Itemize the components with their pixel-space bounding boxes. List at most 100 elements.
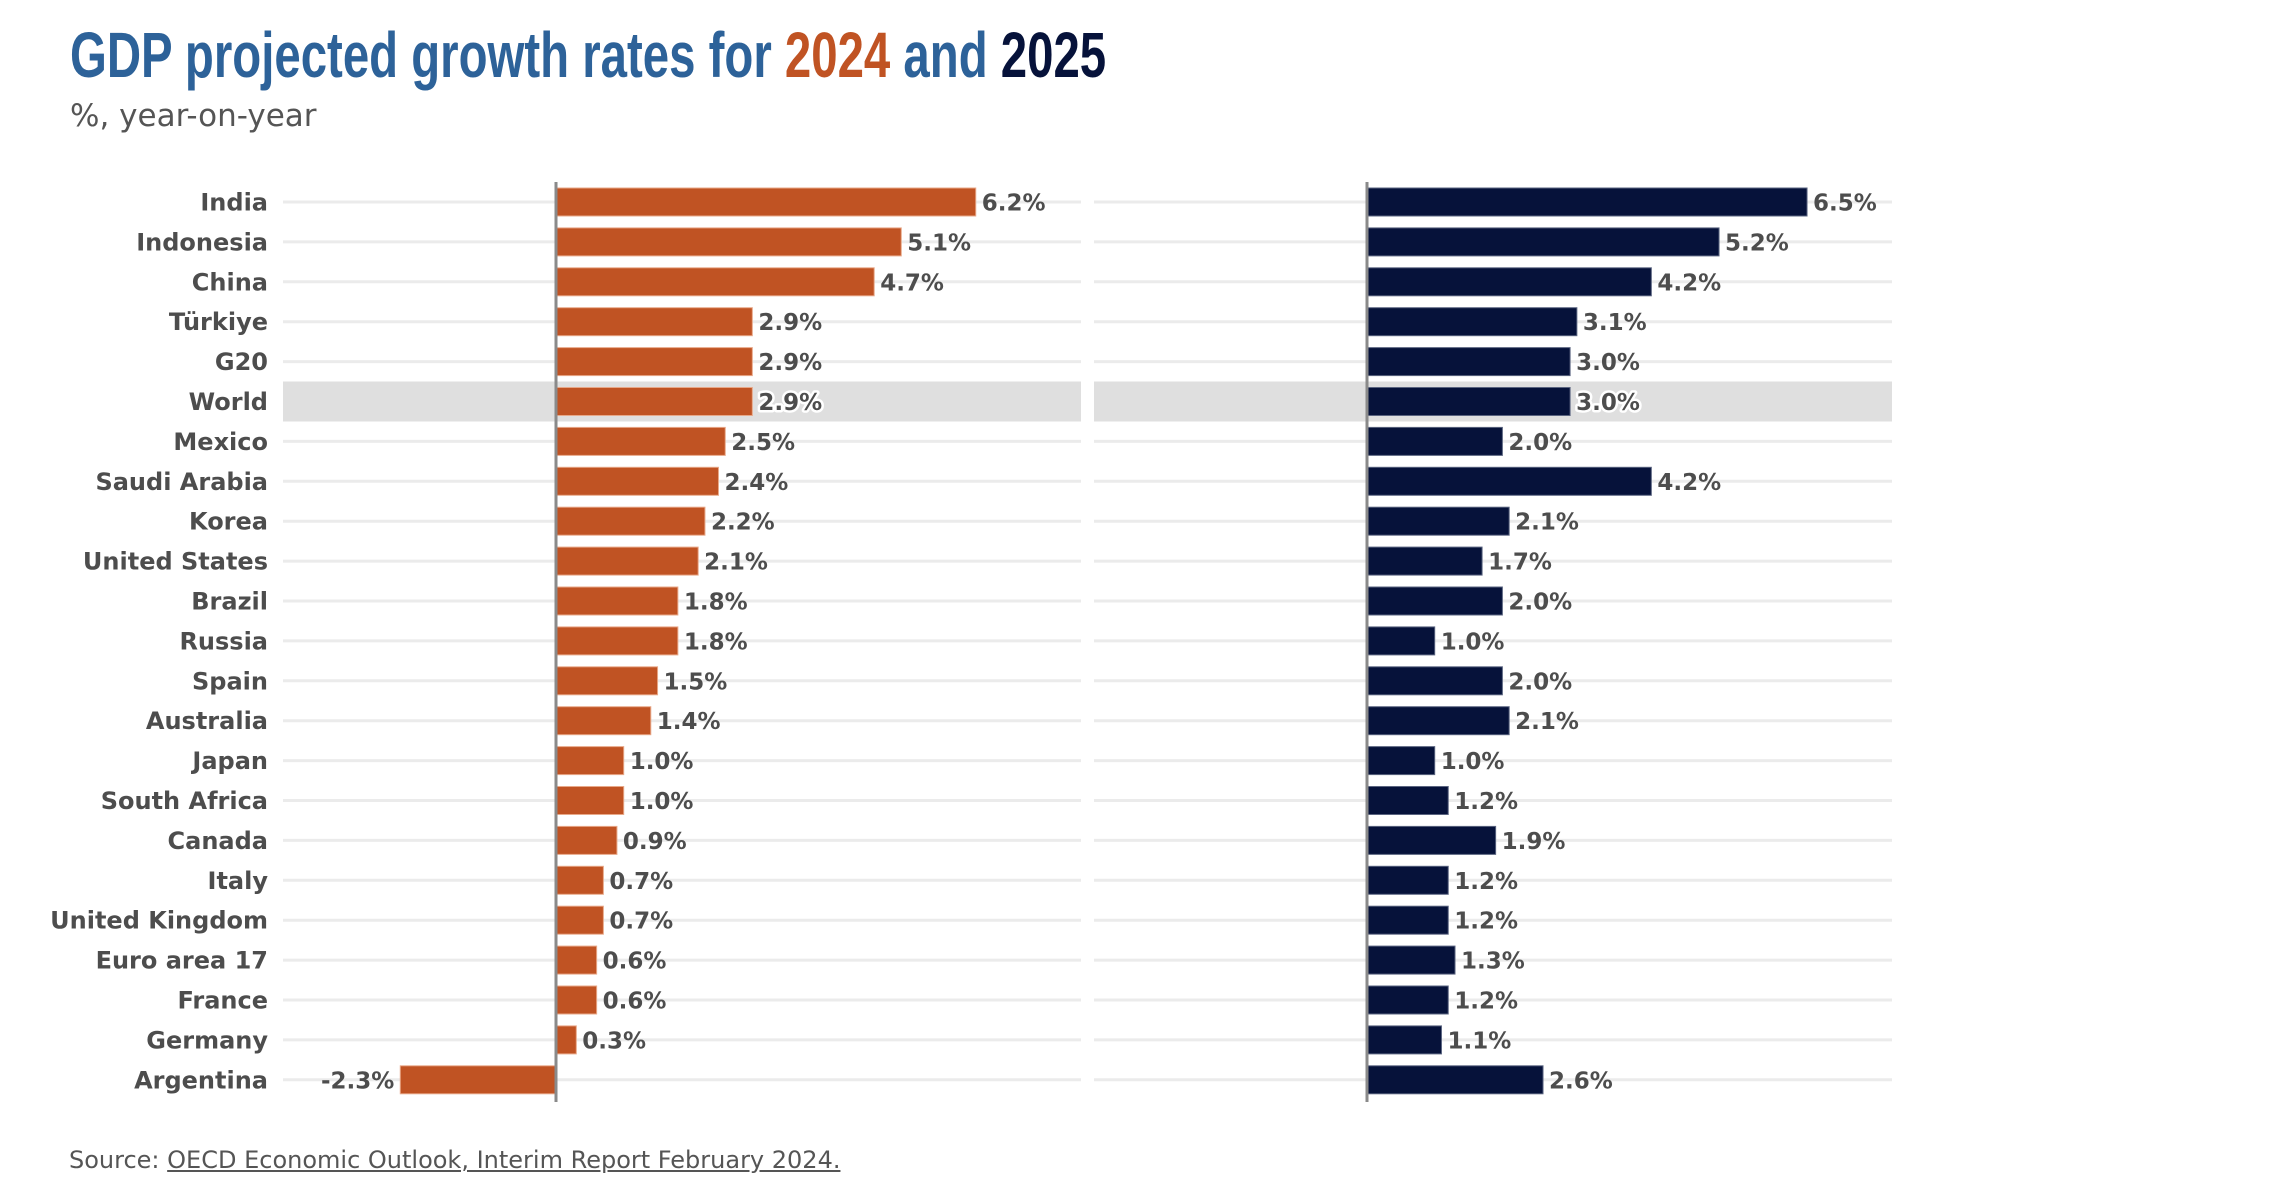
bar-2025-brazil[interactable]	[1366, 586, 1503, 616]
value-label-2024-france: 0.6%	[603, 989, 667, 1015]
value-label-2024-saudi-arabia: 2.4%	[724, 470, 788, 496]
category-label-argentina: Argentina	[134, 1066, 268, 1094]
bar-2024-united-states[interactable]	[555, 546, 699, 576]
value-label-2025-indonesia: 5.2%	[1725, 230, 1789, 256]
value-label-2024-world: 2.9%	[758, 390, 822, 416]
value-label-2024-spain: 1.5%	[664, 669, 728, 695]
category-label-g20: G20	[215, 348, 268, 376]
value-label-2024-indonesia: 5.1%	[907, 230, 971, 256]
value-label-2024-canada: 0.9%	[623, 829, 687, 855]
value-label-2025-mexico: 2.0%	[1508, 430, 1572, 456]
value-label-2025-turkiye: 3.1%	[1583, 310, 1647, 336]
category-label-world: World	[189, 388, 268, 416]
bar-2024-canada[interactable]	[555, 825, 618, 855]
bar-2025-germany[interactable]	[1366, 1025, 1442, 1055]
value-label-2025-brazil: 2.0%	[1508, 590, 1572, 616]
value-label-2024-turkiye: 2.9%	[758, 310, 822, 336]
value-label-2025-japan: 1.0%	[1441, 749, 1505, 775]
category-label-australia: Australia	[146, 707, 268, 735]
category-label-france: France	[178, 987, 268, 1015]
bar-2024-saudi-arabia[interactable]	[555, 466, 719, 496]
value-label-2024-australia: 1.4%	[657, 709, 721, 735]
category-label-china: China	[192, 268, 268, 296]
bar-2024-euro-area-17[interactable]	[555, 945, 598, 975]
category-label-turkiye: Türkiye	[169, 308, 268, 336]
bar-2025-russia[interactable]	[1366, 626, 1436, 656]
source-note: Source: OECD Economic Outlook, Interim R…	[69, 1146, 840, 1174]
bar-2024-g20[interactable]	[555, 347, 753, 377]
bar-2024-korea[interactable]	[555, 506, 706, 536]
value-label-2024-united-kingdom: 0.7%	[609, 909, 673, 935]
bar-2025-south-africa[interactable]	[1366, 786, 1449, 815]
bar-2025-france[interactable]	[1366, 985, 1449, 1015]
value-label-2025-italy: 1.2%	[1454, 869, 1518, 895]
bar-2025-china[interactable]	[1366, 267, 1652, 297]
bar-2025-g20[interactable]	[1366, 347, 1571, 377]
category-label-mexico: Mexico	[173, 428, 268, 456]
value-label-2024-argentina: -2.3%	[321, 1068, 394, 1094]
bar-2025-korea[interactable]	[1366, 506, 1510, 536]
value-label-2025-euro-area-17: 1.3%	[1461, 949, 1525, 975]
bar-2024-italy[interactable]	[555, 865, 604, 895]
bar-2025-australia[interactable]	[1366, 706, 1510, 736]
bar-2025-saudi-arabia[interactable]	[1366, 466, 1652, 496]
bar-2024-france[interactable]	[555, 985, 598, 1015]
bar-2024-turkiye[interactable]	[555, 307, 753, 337]
bar-2025-indonesia[interactable]	[1366, 227, 1720, 257]
bar-2025-canada[interactable]	[1366, 825, 1497, 855]
value-label-2024-brazil: 1.8%	[684, 590, 748, 616]
bar-2024-brazil[interactable]	[555, 586, 679, 616]
title-year-2025: 2025	[1000, 19, 1107, 91]
value-label-2024-italy: 0.7%	[609, 869, 673, 895]
value-label-2025-germany: 1.1%	[1447, 1028, 1511, 1054]
category-label-brazil: Brazil	[191, 588, 268, 616]
value-label-2025-spain: 2.0%	[1508, 669, 1572, 695]
bar-2025-turkiye[interactable]	[1366, 307, 1578, 337]
bar-2025-spain[interactable]	[1366, 666, 1503, 696]
bar-2024-china[interactable]	[555, 267, 875, 297]
value-label-2025-china: 4.2%	[1657, 270, 1721, 296]
value-label-2025-south-africa: 1.2%	[1454, 789, 1518, 815]
bar-2024-germany[interactable]	[555, 1025, 577, 1055]
value-label-2025-world: 3.0%	[1576, 390, 1640, 416]
category-label-indonesia: Indonesia	[136, 228, 268, 256]
category-label-united-kingdom: United Kingdom	[50, 907, 268, 935]
bar-2025-united-kingdom[interactable]	[1366, 905, 1449, 935]
bar-2024-indonesia[interactable]	[555, 227, 902, 257]
value-label-2025-korea: 2.1%	[1515, 510, 1579, 536]
bar-2024-japan[interactable]	[555, 746, 625, 776]
bar-2024-spain[interactable]	[555, 666, 659, 696]
bar-2025-india[interactable]	[1366, 187, 1808, 217]
bar-2025-japan[interactable]	[1366, 746, 1436, 776]
value-label-2025-india: 6.5%	[1813, 191, 1877, 217]
bar-2024-united-kingdom[interactable]	[555, 905, 604, 935]
value-label-2024-g20: 2.9%	[758, 350, 822, 376]
bar-2024-world[interactable]	[555, 387, 753, 416]
bar-2025-world[interactable]	[1366, 387, 1571, 416]
category-label-korea: Korea	[189, 508, 268, 536]
bar-2024-india[interactable]	[555, 187, 977, 217]
category-label-saudi-arabia: Saudi Arabia	[95, 468, 268, 496]
source-link[interactable]: OECD Economic Outlook, Interim Report Fe…	[167, 1146, 841, 1174]
bar-2024-australia[interactable]	[555, 706, 652, 736]
chart-title-text: GDP projected growth rates for 2024 and …	[70, 22, 1106, 88]
bar-2025-italy[interactable]	[1366, 865, 1449, 895]
bar-2025-mexico[interactable]	[1366, 426, 1503, 456]
value-label-2025-saudi-arabia: 4.2%	[1657, 470, 1721, 496]
category-label-india: India	[200, 189, 268, 217]
category-label-japan: Japan	[190, 747, 268, 775]
bar-2025-argentina[interactable]	[1366, 1065, 1544, 1095]
bar-2024-argentina[interactable]	[399, 1065, 557, 1095]
bar-2024-russia[interactable]	[555, 626, 679, 656]
value-label-2025-g20: 3.0%	[1576, 350, 1640, 376]
bar-2025-euro-area-17[interactable]	[1366, 945, 1456, 975]
category-label-italy: Italy	[208, 867, 269, 895]
bar-2024-mexico[interactable]	[555, 426, 726, 456]
title-and: and	[890, 19, 1001, 91]
title-prefix: GDP projected growth rates for	[70, 19, 785, 91]
bar-2024-south-africa[interactable]	[555, 786, 625, 815]
category-label-russia: Russia	[179, 627, 268, 655]
value-label-2025-russia: 1.0%	[1441, 629, 1505, 655]
bar-2025-united-states[interactable]	[1366, 546, 1483, 576]
category-label-canada: Canada	[168, 827, 268, 855]
